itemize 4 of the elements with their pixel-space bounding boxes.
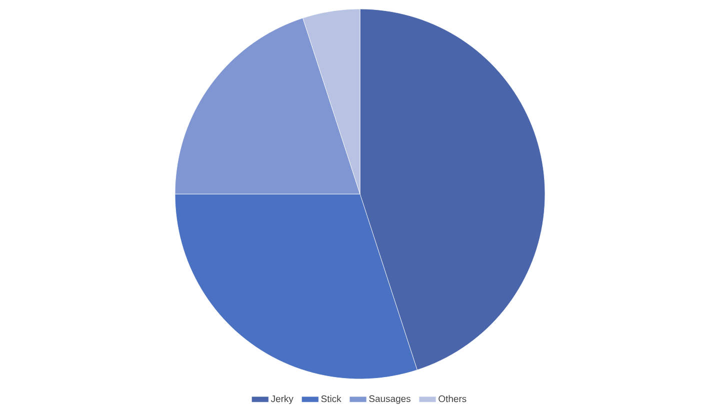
legend-label: Stick	[321, 395, 342, 402]
legend-label: Sausages	[369, 395, 410, 404]
legend-label: Jerky	[270, 395, 294, 404]
legend-label: Others	[438, 395, 466, 402]
